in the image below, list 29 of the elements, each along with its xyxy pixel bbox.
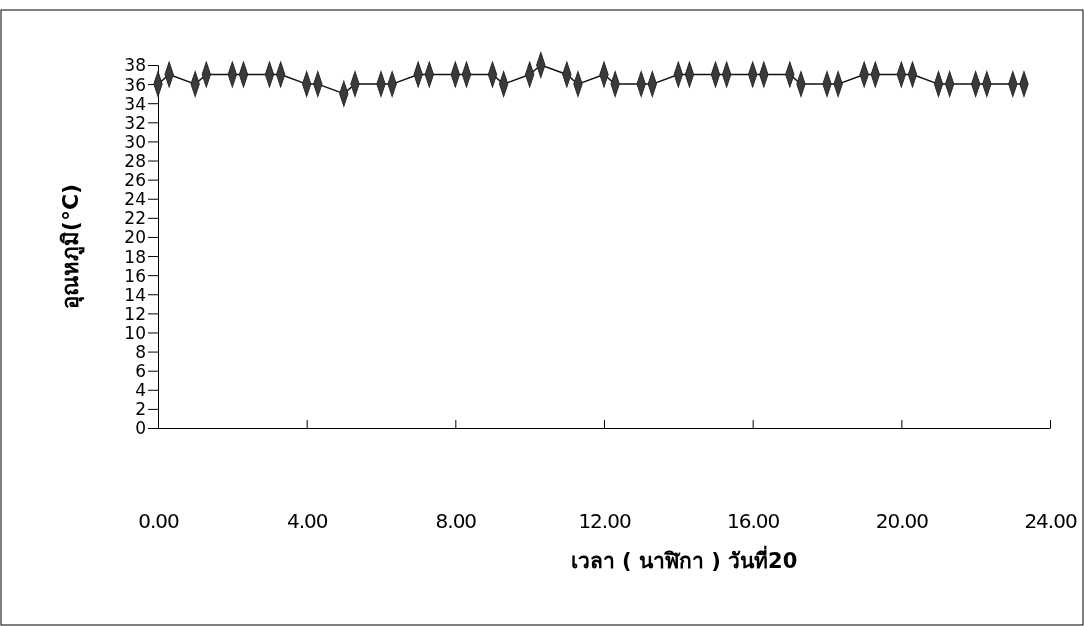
y-tick-label: 24	[124, 189, 146, 210]
x-tick-label: 20.00	[875, 509, 929, 533]
x-tick-label: 24.00	[1024, 509, 1077, 533]
y-tick-label: 26	[124, 170, 146, 191]
x-tick-label: 4.00	[286, 509, 328, 533]
x-axis-title: เวลา ( นาฬิกา ) วันที่20	[570, 545, 798, 573]
y-tick-label: 16	[124, 265, 146, 286]
y-tick-label: 22	[124, 208, 146, 229]
x-tick-label: 0.00	[138, 509, 180, 533]
y-tick-label: 28	[124, 150, 146, 171]
y-tick-label: 30	[124, 131, 146, 152]
y-tick-label: 2	[135, 399, 146, 420]
y-tick-label: 12	[124, 303, 146, 324]
y-tick-label: 18	[124, 246, 146, 267]
y-tick-label: 20	[124, 227, 146, 248]
y-tick-label: 4	[135, 380, 146, 401]
y-tick-label: 6	[135, 361, 146, 382]
y-tick-label: 38	[124, 55, 146, 76]
y-tick-label: 32	[124, 112, 146, 133]
y-tick-label: 36	[124, 74, 146, 95]
x-tick-label: 12.00	[578, 509, 631, 533]
x-tick-label: 16.00	[727, 509, 780, 533]
y-tick-label: 14	[124, 284, 146, 305]
y-tick-label: 8	[135, 342, 146, 363]
y-tick-label: 0	[135, 418, 146, 439]
y-axis-title: อุณหภูมิ(°C)	[58, 183, 85, 310]
y-tick-label: 10	[124, 322, 146, 343]
y-tick-label: 34	[124, 93, 146, 114]
x-tick-label: 8.00	[435, 509, 477, 533]
